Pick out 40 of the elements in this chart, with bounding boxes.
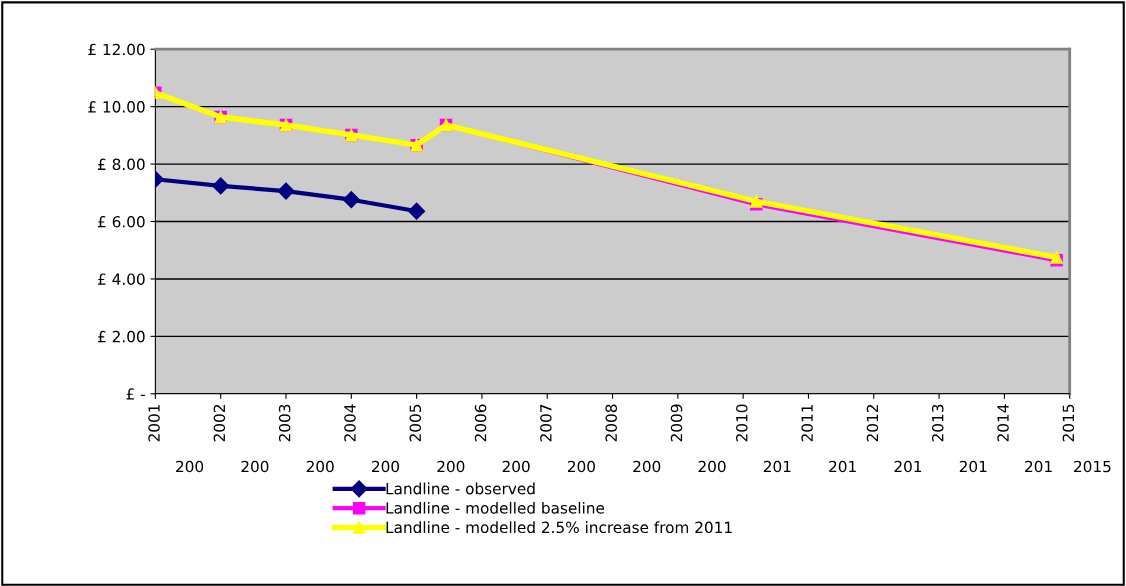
x-tick-label: 2005	[409, 404, 422, 442]
x-tick-label: 2006	[474, 404, 487, 442]
text: 201	[894, 460, 922, 473]
y-tick-label: £ 6.00	[98, 215, 145, 228]
y-tick-label: £ 4.00	[98, 273, 145, 285]
text: 200	[241, 460, 269, 473]
text: 200	[633, 460, 661, 473]
legend-label: Landline - modelled 2.5% increase from 2011	[386, 521, 732, 534]
text: 200	[437, 460, 465, 473]
text: 201	[829, 460, 856, 473]
x-tick-label: 2002	[213, 405, 226, 442]
x-tick-label: 2012	[866, 405, 879, 442]
x-tick-label: 2001	[148, 404, 160, 442]
y-tick-label: £ 10.00	[88, 101, 145, 113]
x-tick-label: 2010	[736, 404, 748, 442]
text: 200	[502, 460, 530, 473]
text: 200	[698, 460, 726, 473]
x-tick-label: 2015	[1062, 404, 1075, 442]
x-tick-label: 2008	[605, 404, 617, 442]
text: 201	[1025, 460, 1052, 473]
text: 201	[959, 460, 987, 473]
x-tick-label: 2014	[997, 404, 1009, 442]
y-tick-label: £ -	[126, 388, 145, 400]
x-tick-label: 2007	[540, 404, 552, 442]
y-tick-label: £ 12.00	[88, 43, 145, 56]
y-tick-label: £ 2.00	[98, 330, 145, 343]
x-tick-label: 2011	[801, 404, 813, 442]
x-tick-label: 2004	[344, 404, 356, 442]
text: 200	[306, 460, 334, 473]
y-tick-label: £ 8.00	[98, 158, 145, 171]
x-tick-label: 2013	[931, 404, 944, 442]
legend-label: Landline - modelled baseline	[386, 501, 605, 514]
text: 200	[567, 460, 595, 473]
text: 2015	[1074, 460, 1111, 473]
text: 201	[763, 460, 791, 473]
x-tick-label: 2003	[278, 404, 291, 442]
legend-label: Landline - observed	[386, 482, 535, 495]
x-tick-label: 2009	[670, 404, 683, 442]
text: 200	[372, 460, 400, 473]
text: 200	[176, 460, 204, 473]
